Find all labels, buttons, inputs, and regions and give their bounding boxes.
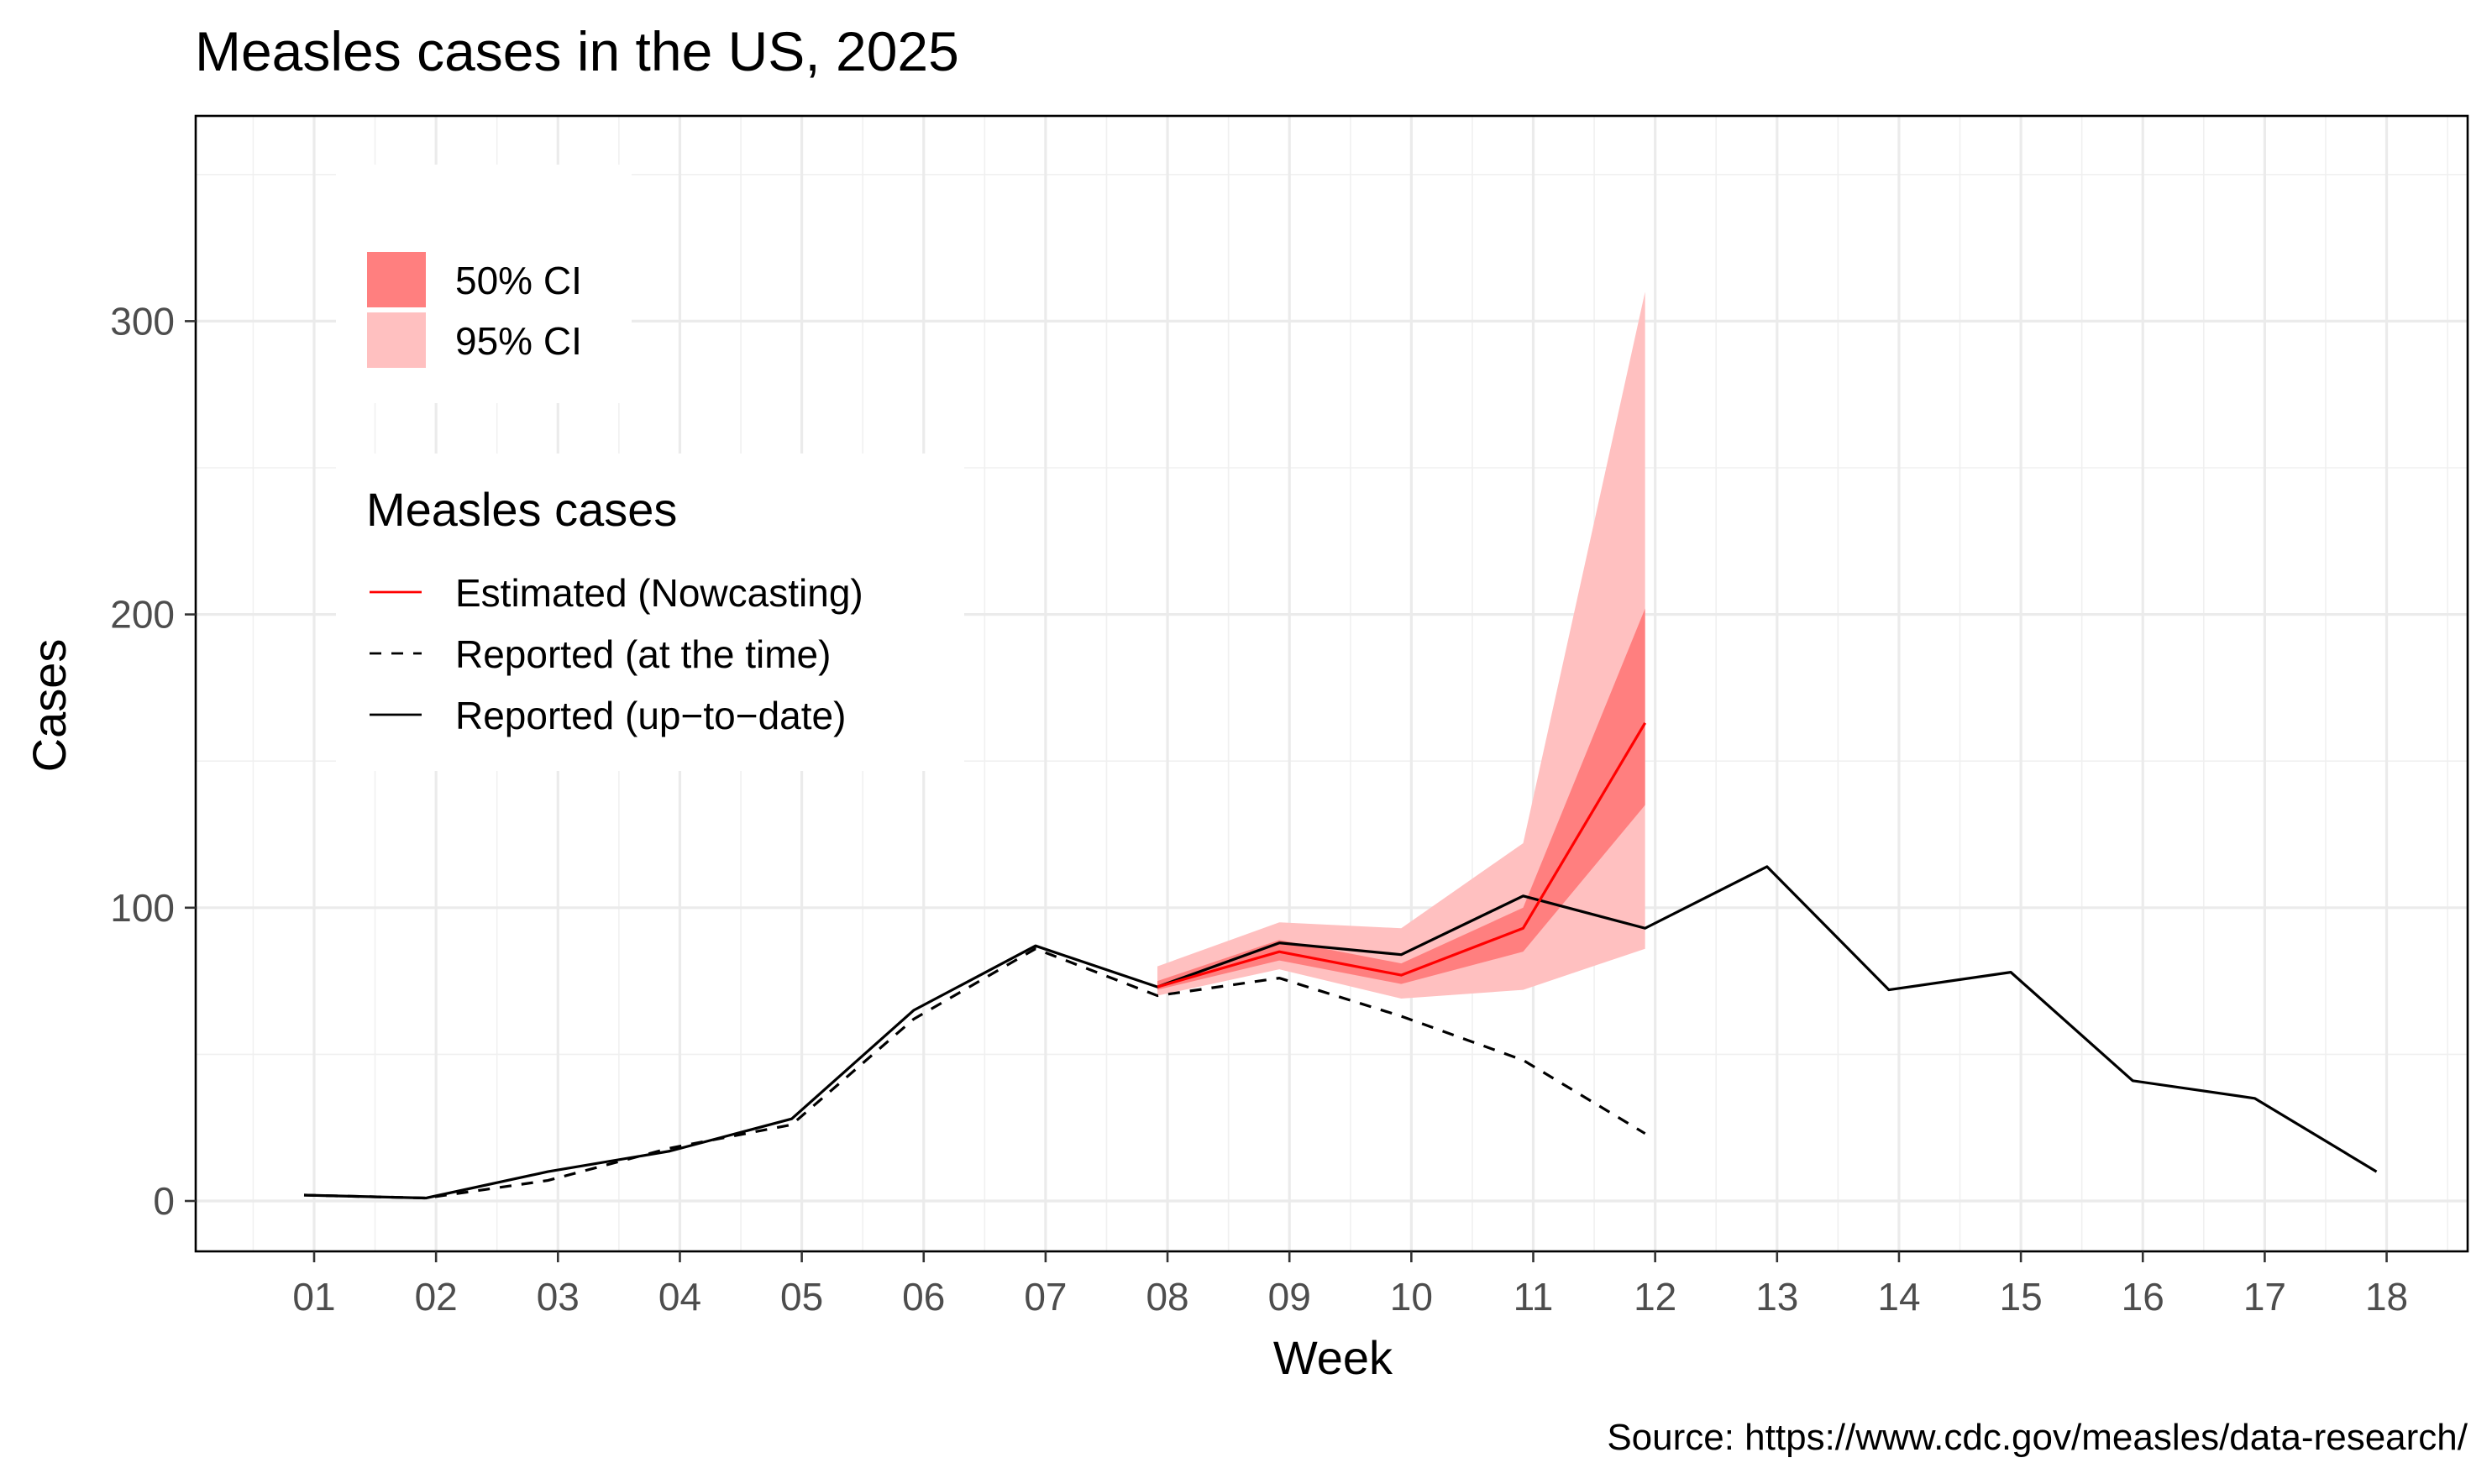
series-line-1 [303,947,1646,1200]
x-tick-label: 07 [1024,1275,1067,1319]
chart-title: Measles cases in the US, 2025 [195,20,959,82]
axis-ticks: 01 02 03 04 05 06 07 08 09 10 11 12 13 14 15 16 17 18 0 100… [110,299,2408,1319]
x-tick-label: 03 [537,1275,580,1319]
legend-95-ci-label: 95% CI [455,319,582,363]
x-tick-label: 13 [1755,1275,1798,1319]
x-tick-label: 11 [1514,1275,1554,1319]
x-tick-label: 06 [902,1275,945,1319]
panel-border [194,114,2469,1253]
x-tick-label: 09 [1268,1275,1311,1319]
legend-lines-background [336,454,964,771]
x-tick-label: 04 [658,1275,701,1319]
y-tick-label: 0 [153,1179,175,1223]
series-line-0 [1157,721,1647,988]
x-tick-label: 05 [780,1275,823,1319]
legend-reported-at-time-label: Reported (at the time) [455,632,831,676]
y-tick-label: 100 [110,886,175,930]
x-tick-label: 16 [2122,1275,2164,1319]
legend-95-ci-key [367,312,426,368]
legend-lines-title: Measles cases [366,483,677,536]
chart-caption: Source: https://www.cdc.gov/measles/data… [1607,1417,2468,1458]
x-tick-label: 10 [1390,1275,1433,1319]
y-tick-label: 200 [110,593,175,637]
legend-reported-up-to-date-label: Reported (up−to−date) [455,694,846,737]
x-axis-title: Week [1273,1331,1393,1384]
band-95-ci [1157,291,1645,999]
legend-estimated-label: Estimated (Nowcasting) [455,571,863,615]
ci-bands [1157,291,1645,999]
x-tick-label: 17 [2243,1275,2286,1319]
y-axis-title: Cases [23,639,76,773]
series-lines [303,721,2378,1200]
y-tick-label: 300 [110,299,175,343]
x-tick-label: 08 [1146,1275,1188,1319]
x-tick-label: 15 [2000,1275,2043,1319]
x-tick-label: 01 [292,1275,335,1319]
legend-lines: Measles cases Estimated (Nowcasting) Rep… [336,454,964,771]
legend-50-ci-label: 50% CI [455,259,582,302]
x-tick-label: 12 [1634,1275,1676,1319]
legend-50-ci-key [367,252,426,307]
x-tick-label: 14 [1877,1275,1920,1319]
x-tick-label: 18 [2365,1275,2408,1319]
legend-ci: 50% CI 95% CI [336,165,632,403]
x-tick-label: 02 [415,1275,458,1319]
